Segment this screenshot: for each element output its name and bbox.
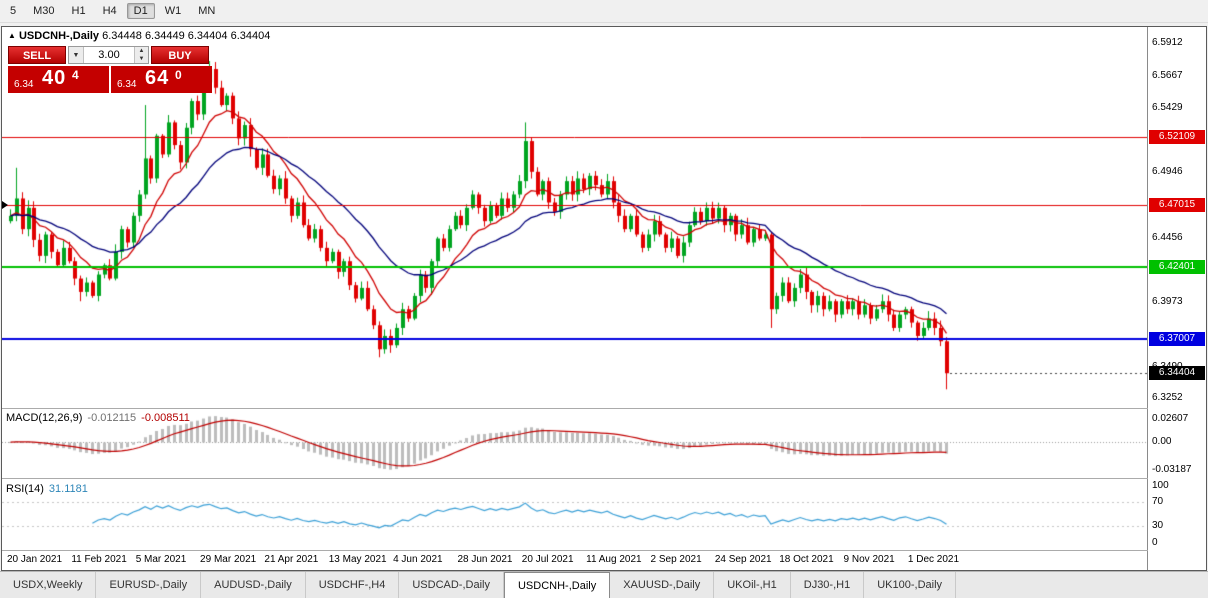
date-label: 29 Mar 2021 xyxy=(200,554,257,565)
price-axis[interactable]: 6.5912 6.5667 6.5429 6.4946 6.4456 6.3973 6.34… xyxy=(1148,27,1206,570)
macd-signal-value: -0.008511 xyxy=(141,412,190,424)
volume-up-icon[interactable]: ▲ xyxy=(135,47,148,55)
sell-price-sup: 4 xyxy=(72,68,79,82)
date-label: 13 May 2021 xyxy=(328,554,387,565)
timeframe-button-h4[interactable]: H4 xyxy=(102,5,117,17)
tab-ukoil-h1[interactable]: UKOil-,H1 xyxy=(714,572,791,598)
rsi-axis-label: 0 xyxy=(1152,537,1158,548)
rsi-axis-label: 30 xyxy=(1152,519,1164,531)
pane-separator-macd[interactable] xyxy=(2,408,1206,409)
tab-uk100-daily[interactable]: UK100-,Daily xyxy=(864,572,957,598)
tab-xauusd-daily[interactable]: XAUUSD-,Daily xyxy=(610,572,715,598)
rsi-axis-label: 70 xyxy=(1152,496,1164,508)
date-label: 11 Aug 2021 xyxy=(586,554,642,565)
volume-stepper[interactable]: ▲ ▼ xyxy=(134,47,148,63)
timeframe-button-w1[interactable]: W1 xyxy=(164,5,182,17)
buy-button[interactable]: BUY xyxy=(151,46,209,64)
tab-dj30-h1[interactable]: DJ30-,H1 xyxy=(791,572,865,598)
price-tick: 6.5429 xyxy=(1152,101,1183,113)
tab-eurusd-daily[interactable]: EURUSD-,Daily xyxy=(96,572,202,598)
sell-price-big: 40 xyxy=(42,67,67,89)
price-line-badge: 6.47015 xyxy=(1149,197,1205,212)
current-price-badge: 6.34404 xyxy=(1149,366,1205,381)
sell-price-prefix: 6.34 xyxy=(14,79,34,90)
tab-usdcad-daily[interactable]: USDCAD-,Daily xyxy=(399,572,504,598)
date-label: 1 Dec 2021 xyxy=(907,554,960,565)
sell-price-display[interactable]: 6.34 40 4 xyxy=(8,66,109,93)
price-tick: 6.4946 xyxy=(1152,166,1183,178)
volume-input[interactable] xyxy=(84,47,134,63)
ohlc-readout: 6.34448 6.34449 6.34404 6.34404 xyxy=(102,30,271,42)
one-click-trade-panel: SELL ▼ ▲ ▼ BUY 6.34 40 4 6.34 64 0 xyxy=(8,46,214,93)
rsi-axis-label: 100 xyxy=(1152,480,1169,491)
buy-price-big: 64 xyxy=(145,67,170,89)
axis-separator xyxy=(1147,27,1148,570)
timeframe-button-5[interactable]: 5 xyxy=(10,5,17,17)
tab-usdx-weekly[interactable]: USDX,Weekly xyxy=(0,572,97,598)
price-tick: 6.3490 xyxy=(1152,361,1183,372)
buy-price-sup: 0 xyxy=(175,68,182,82)
symbol-tab-bar: USDX,Weekly EURUSD-,Daily AUDUSD-,Daily USD… xyxy=(0,571,1208,598)
price-tick: 6.3973 xyxy=(1152,296,1183,308)
chart-title: ▲ USDCNH-,Daily 6.34448 6.34449 6.34404 … xyxy=(8,30,270,42)
date-label: 5 Mar 2021 xyxy=(135,554,187,565)
tab-usdchf-h4[interactable]: USDCHF-,H4 xyxy=(306,572,400,598)
date-label: 24 Sep 2021 xyxy=(714,554,772,565)
pane-separator-rsi[interactable] xyxy=(2,478,1206,479)
macd-axis-label: 0.00 xyxy=(1152,436,1172,448)
date-label: 2 Sep 2021 xyxy=(650,554,702,565)
timeframe-button-d1[interactable]: D1 xyxy=(126,3,155,19)
date-label: 4 Jun 2021 xyxy=(393,554,443,565)
volume-down-icon[interactable]: ▼ xyxy=(135,55,148,63)
macd-axis-label: -0.03187 xyxy=(1152,463,1192,475)
date-label: 18 Oct 2021 xyxy=(779,554,834,565)
date-label: 28 Jun 2021 xyxy=(457,554,513,565)
tab-audusd-daily[interactable]: AUDUSD-,Daily xyxy=(201,572,306,598)
rsi-name: RSI(14) xyxy=(6,483,44,495)
timeframe-button-m30[interactable]: M30 xyxy=(33,5,55,17)
price-tick: 6.5667 xyxy=(1152,70,1183,82)
date-label: 21 Apr 2021 xyxy=(264,554,319,565)
buy-price-display[interactable]: 6.34 64 0 xyxy=(111,66,212,93)
price-line-badge: 6.42401 xyxy=(1149,259,1205,274)
rsi-value: 31.1181 xyxy=(48,483,88,495)
date-label: 9 Nov 2021 xyxy=(843,554,895,565)
price-line-badge: 6.37007 xyxy=(1149,331,1205,346)
date-label: 11 Feb 2021 xyxy=(71,554,127,565)
date-label: 20 Jan 2021 xyxy=(7,554,63,565)
chart-marker-icon: ▲ xyxy=(8,31,16,40)
price-tick: 6.3252 xyxy=(1152,392,1183,404)
tab-usdcnh-daily[interactable]: USDCNH-,Daily xyxy=(503,572,611,598)
chart-window: 6.5912 6.5667 6.5429 6.4946 6.4456 6.3973 6.34… xyxy=(1,26,1207,571)
line-anchor-icon xyxy=(2,200,8,209)
date-axis[interactable]: 20 Jan 2021 11 Feb 2021 5 Mar 2021 29 Mar 2… xyxy=(2,551,1147,570)
macd-axis-label: 0.02607 xyxy=(1152,413,1189,425)
macd-main-value: -0.012115 xyxy=(87,412,137,424)
price-tick: 6.4456 xyxy=(1152,231,1183,243)
volume-control[interactable]: ▼ ▲ ▼ xyxy=(68,46,149,64)
macd-name: MACD(12,26,9) xyxy=(6,412,83,424)
sell-button[interactable]: SELL xyxy=(8,46,66,64)
macd-label: MACD(12,26,9) -0.012115 -0.008511 xyxy=(6,412,190,424)
timeframe-button-h1[interactable]: H1 xyxy=(71,5,86,17)
pane-separator-bottom xyxy=(2,550,1206,551)
timeframe-toolbar[interactable]: 5 M30 H1 H4 D1 W1 MN xyxy=(0,0,1208,23)
price-tick: 6.5912 xyxy=(1152,37,1183,49)
date-label: 20 Jul 2021 xyxy=(521,554,574,565)
buy-price-prefix: 6.34 xyxy=(117,79,137,90)
volume-dropdown-icon[interactable]: ▼ xyxy=(69,47,84,63)
symbol-name: USDCNH-,Daily xyxy=(18,30,100,42)
price-chart-canvas[interactable] xyxy=(2,27,1147,570)
rsi-label: RSI(14) 31.1181 xyxy=(6,483,88,495)
timeframe-button-mn[interactable]: MN xyxy=(198,5,216,17)
price-line-badge: 6.52109 xyxy=(1149,129,1205,144)
